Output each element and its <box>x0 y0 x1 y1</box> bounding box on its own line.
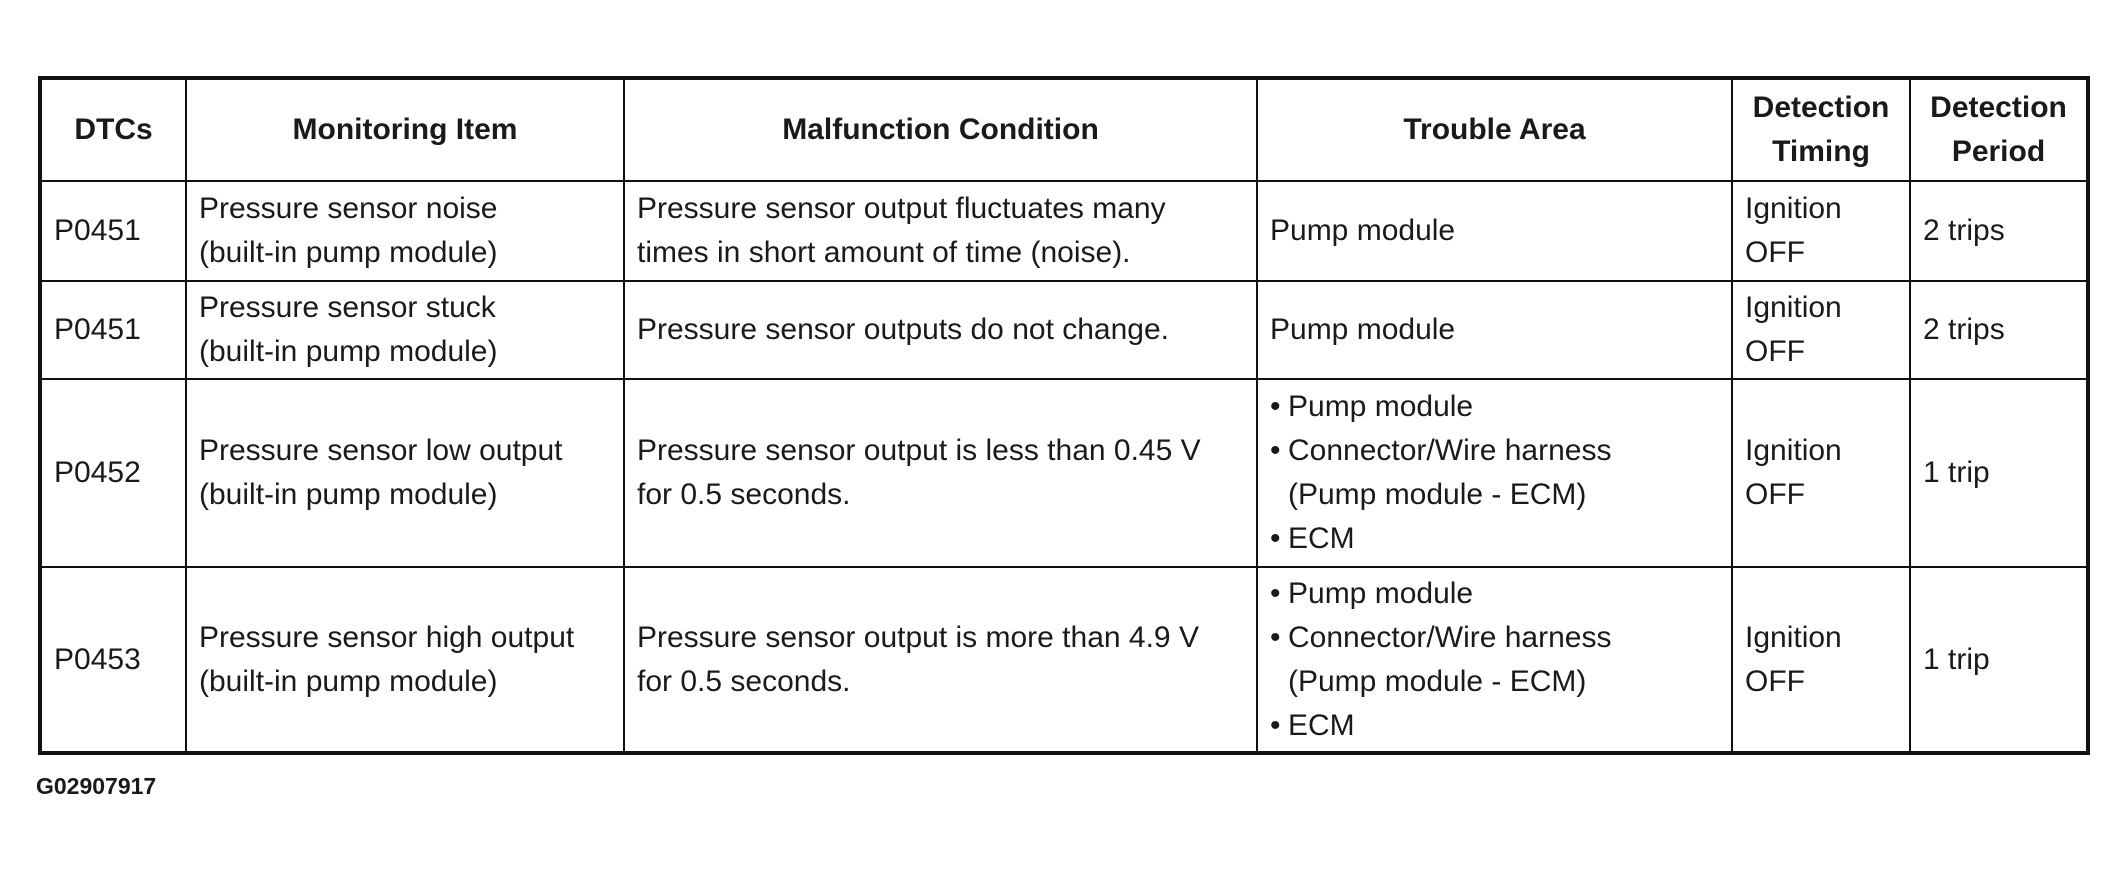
trouble-area-bullet-text: Connector/Wire harness <box>1288 620 1612 654</box>
trouble-area-bullet-text: Pump module <box>1288 390 1474 423</box>
trouble-area-cell: • Pump module • Connector/Wire harness (Pu… <box>1256 378 1733 568</box>
detection-timing-line: Ignition <box>1745 291 1842 324</box>
malfunction-condition-cell: Pressure sensor output fluctuates many t… <box>623 180 1258 282</box>
malfunction-line: Pressure sensor outputs do not change. <box>637 313 1170 346</box>
dtc-cell: P0451 <box>39 280 187 380</box>
header-detection-period-line1: Detection <box>1930 91 2067 124</box>
monitoring-item-line: (built-in pump module) <box>199 478 498 511</box>
bullet-icon: • <box>1270 434 1281 467</box>
figure-code: G02907917 <box>36 773 157 799</box>
bullet-icon: • <box>1270 708 1281 742</box>
table-row: P0451 Pressure sensor stuck (built-in pu… <box>39 280 2089 380</box>
monitoring-item-cell: Pressure sensor high output (built-in pu… <box>185 566 625 754</box>
trouble-area-bullet: • ECM <box>1270 517 1719 561</box>
trouble-area-sub: (Pump module - ECM) <box>1288 478 1587 511</box>
monitoring-item-cell: Pressure sensor stuck (built-in pump mod… <box>185 280 625 380</box>
bullet-icon: • <box>1270 576 1281 610</box>
trouble-area-bullet: • Pump module <box>1270 385 1719 429</box>
detection-timing-cell: Ignition OFF <box>1731 280 1911 380</box>
trouble-area-bullet-text: ECM <box>1288 708 1355 742</box>
monitoring-item-line: Pressure sensor noise <box>199 192 498 225</box>
table-row: P0451 Pressure sensor noise (built-in pu… <box>39 180 2089 282</box>
header-dtcs: DTCs <box>39 77 187 182</box>
table-row: P0453 Pressure sensor high output (built… <box>39 566 2089 754</box>
bullet-icon: • <box>1270 620 1281 654</box>
monitoring-item-line: Pressure sensor low output <box>199 434 563 467</box>
detection-timing-line: Ignition <box>1745 620 1842 654</box>
malfunction-condition-cell: Pressure sensor output is less than 0.45… <box>623 378 1258 568</box>
malfunction-line: Pressure sensor output is less than 0.45… <box>637 434 1201 467</box>
monitoring-item-line: Pressure sensor high output <box>199 620 575 654</box>
detection-period-cell: 2 trips <box>1909 280 2089 380</box>
dtc-cell: P0453 <box>39 566 187 754</box>
detection-timing-line: Ignition <box>1745 434 1842 467</box>
dtc-table: DTCs Monitoring Item Malfunction Conditi… <box>38 76 2090 755</box>
malfunction-condition-cell: Pressure sensor output is more than 4.9 … <box>623 566 1258 754</box>
detection-timing-line: OFF <box>1745 236 1805 269</box>
detection-period-cell: 1 trip <box>1909 566 2089 754</box>
trouble-area-bullet: • Connector/Wire harness <box>1270 429 1719 473</box>
monitoring-item-cell: Pressure sensor low output (built-in pum… <box>185 378 625 568</box>
detection-timing-line: OFF <box>1745 335 1805 368</box>
detection-period-cell: 2 trips <box>1909 180 2089 282</box>
malfunction-line: times in short amount of time (noise). <box>637 236 1131 269</box>
monitoring-item-line: (built-in pump module) <box>199 236 498 269</box>
trouble-area-sub: (Pump module - ECM) <box>1288 664 1587 698</box>
malfunction-line: Pressure sensor output is more than 4.9 … <box>637 620 1199 654</box>
detection-timing-cell: Ignition OFF <box>1731 180 1911 282</box>
malfunction-line: Pressure sensor output fluctuates many <box>637 192 1166 225</box>
trouble-area-bullet-text: ECM <box>1288 522 1355 555</box>
trouble-area-bullet-text: Pump module <box>1288 576 1474 610</box>
header-detection-timing-line1: Detection <box>1752 91 1890 124</box>
malfunction-condition-cell: Pressure sensor outputs do not change. <box>623 280 1258 380</box>
header-malfunction-condition: Malfunction Condition <box>623 77 1258 182</box>
bullet-icon: • <box>1270 390 1281 423</box>
trouble-area-cell: Pump module <box>1256 280 1733 380</box>
header-detection-timing-line2: Timing <box>1772 135 1870 168</box>
table-row: P0452 Pressure sensor low output (built-… <box>39 378 2089 568</box>
detection-timing-cell: Ignition OFF <box>1731 566 1911 754</box>
bullet-icon: • <box>1270 522 1281 555</box>
dtc-cell: P0451 <box>39 180 187 282</box>
trouble-area-bullet: • Pump module <box>1270 572 1719 616</box>
dtc-cell: P0452 <box>39 378 187 568</box>
trouble-area-cell: • Pump module • Connector/Wire harness (Pu… <box>1256 566 1733 754</box>
detection-timing-line: Ignition <box>1745 192 1842 225</box>
header-trouble-area: Trouble Area <box>1256 77 1733 182</box>
header-detection-period: Detection Period <box>1909 77 2089 182</box>
header-detection-timing: Detection Timing <box>1731 77 1911 182</box>
trouble-area-cell: Pump module <box>1256 180 1733 282</box>
trouble-area-bullet: • Connector/Wire harness <box>1270 616 1719 660</box>
monitoring-item-line: (built-in pump module) <box>199 664 498 698</box>
detection-timing-line: OFF <box>1745 478 1805 511</box>
detection-timing-cell: Ignition OFF <box>1731 378 1911 568</box>
detection-period-cell: 1 trip <box>1909 378 2089 568</box>
header-detection-period-line2: Period <box>1951 135 2046 168</box>
monitoring-item-line: Pressure sensor stuck <box>199 291 496 324</box>
header-monitoring-item: Monitoring Item <box>185 77 625 182</box>
detection-timing-line: OFF <box>1745 664 1805 698</box>
trouble-area-bullet-text: Connector/Wire harness <box>1288 434 1612 467</box>
monitoring-item-line: (built-in pump module) <box>199 335 498 368</box>
malfunction-line: for 0.5 seconds. <box>637 664 851 698</box>
malfunction-line: for 0.5 seconds. <box>637 478 851 511</box>
trouble-area-bullet: • ECM <box>1270 704 1719 748</box>
monitoring-item-cell: Pressure sensor noise (built-in pump mod… <box>185 180 625 282</box>
header-row: DTCs Monitoring Item Malfunction Conditi… <box>39 77 2089 182</box>
